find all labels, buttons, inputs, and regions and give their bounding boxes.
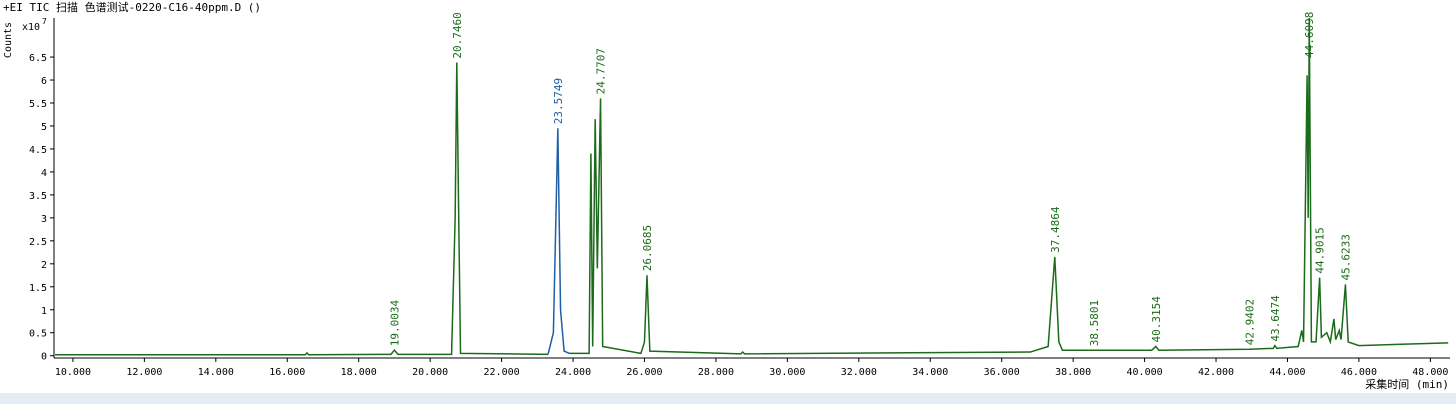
x-tick-label: 46.000: [1341, 367, 1377, 378]
y-multiplier: x10: [22, 22, 40, 33]
x-tick-label: 14.000: [198, 367, 234, 378]
x-tick-label: 18.000: [341, 367, 377, 378]
x-tick-label: 42.000: [1198, 367, 1234, 378]
x-tick-label: 22.000: [484, 367, 520, 378]
y-tick-label: 2.5: [29, 237, 47, 248]
x-tick-label: 20.000: [412, 367, 448, 378]
status-strip: [0, 393, 1456, 404]
x-tick-label: 10.000: [55, 367, 91, 378]
x-tick-label: 26.000: [626, 367, 662, 378]
trace: [55, 17, 1449, 356]
x-tick-label: 32.000: [841, 367, 877, 378]
trace: [547, 128, 570, 355]
y-tick-label: 2: [41, 260, 47, 271]
x-tick-label: 24.000: [555, 367, 591, 378]
x-tick-label: 48.000: [1412, 367, 1448, 378]
peak-label: 20.7460: [451, 12, 464, 58]
x-axis-label: 采集时间 (min): [1365, 377, 1449, 391]
peak-label: 44.6098: [1303, 12, 1316, 58]
y-tick-label: 0.5: [29, 329, 47, 340]
peak-label: 38.5801: [1088, 300, 1101, 346]
peak-label: 43.6474: [1269, 295, 1282, 342]
y-tick-label: 5.5: [29, 99, 47, 110]
peak-label: 24.7707: [595, 48, 608, 94]
y-tick-label: 3.5: [29, 191, 47, 202]
x-tick-label: 36.000: [984, 367, 1020, 378]
y-tick-label: 4: [41, 168, 47, 179]
y-tick-label: 3: [41, 214, 47, 225]
y-tick-label: 6: [41, 76, 47, 87]
x-tick-label: 28.000: [698, 367, 734, 378]
peak-label: 19.0034: [389, 299, 402, 346]
peak-label: 44.9015: [1314, 227, 1327, 273]
peak-label: 23.5749: [552, 78, 565, 124]
x-tick-label: 40.000: [1127, 367, 1163, 378]
x-tick-label: 16.000: [269, 367, 305, 378]
x-tick-label: 30.000: [769, 367, 805, 378]
y-axis-label: Counts: [3, 22, 14, 58]
y-tick-label: 1: [41, 306, 47, 317]
y-tick-label: 0: [41, 352, 47, 363]
y-tick-label: 5: [41, 122, 47, 133]
x-tick-label: 38.000: [1055, 367, 1091, 378]
peak-label: 37.4864: [1049, 206, 1062, 253]
x-tick-label: 44.000: [1269, 367, 1305, 378]
y-tick-label: 6.5: [29, 53, 47, 64]
x-tick-label: 12.000: [126, 367, 162, 378]
peak-label: 42.9402: [1244, 299, 1257, 345]
x-tick-label: 34.000: [912, 367, 948, 378]
peak-label: 45.6233: [1339, 234, 1352, 280]
peak-label: 40.3154: [1150, 296, 1163, 343]
y-tick-label: 4.5: [29, 145, 47, 156]
peak-label: 26.0685: [641, 225, 654, 271]
chart-title: +EI TIC 扫描 色谱测试-0220-C16-40ppm.D (): [3, 0, 261, 14]
y-exponent: 7: [42, 17, 47, 26]
y-tick-label: 1.5: [29, 283, 47, 294]
